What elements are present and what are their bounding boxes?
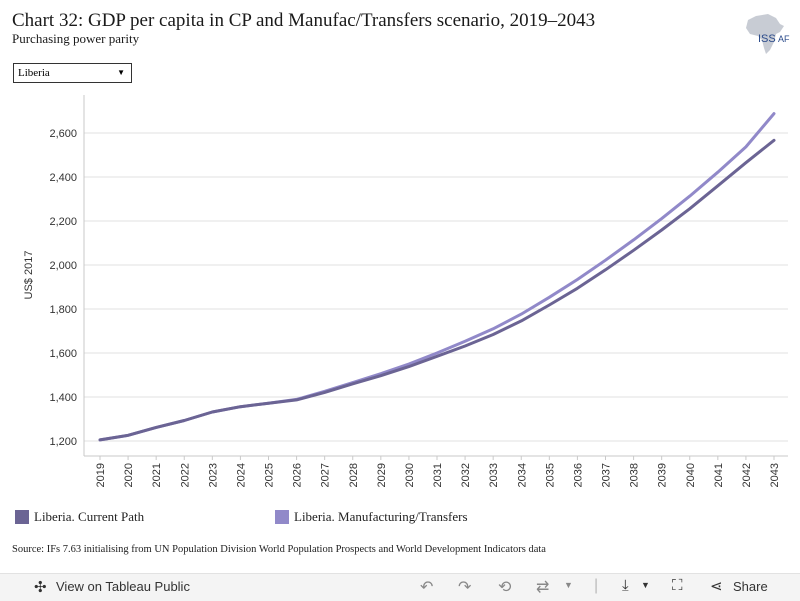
- x-tick-label: 2021: [151, 463, 163, 487]
- y-axis-label: US$ 2017: [23, 251, 35, 300]
- legend-swatch-current-path: [15, 510, 29, 524]
- x-tick-label: 2042: [741, 463, 753, 487]
- tableau-toolbar: ✣ View on Tableau Public ↶ ↷ ⟲ ⇄ ▼ | ⤓ ▼…: [0, 573, 800, 601]
- series-line-current-path[interactable]: [98, 138, 776, 442]
- y-tick-labels: 1,200 1,400 1,600 1,800 2,000 2,200 2,400 2,600: [49, 128, 77, 448]
- x-tick-label: 2019: [95, 463, 107, 487]
- x-tick-label: 2026: [292, 463, 304, 487]
- x-tick-label: 2036: [572, 463, 584, 487]
- download-icon[interactable]: ⤓: [622, 577, 629, 594]
- y-tick-label: 1,600: [49, 348, 77, 360]
- x-tick-label: 2041: [713, 463, 725, 487]
- view-on-tableau-link[interactable]: View on Tableau Public: [56, 579, 190, 594]
- redo-icon[interactable]: ↷: [458, 579, 472, 596]
- x-tick-label: 2028: [348, 463, 360, 487]
- y-tick-label: 2,600: [49, 128, 77, 140]
- x-tick-label: 2039: [657, 463, 669, 487]
- x-tick-label: 2025: [264, 463, 276, 487]
- y-tick-label: 1,200: [49, 436, 77, 448]
- y-tick-label: 1,800: [49, 304, 77, 316]
- revert-icon[interactable]: ⟲: [498, 579, 512, 596]
- refresh-dropdown-chevron-icon[interactable]: ▼: [564, 580, 573, 590]
- x-tick-label: 2020: [123, 463, 135, 487]
- x-tick-label: 2033: [488, 463, 500, 487]
- chart-title: Chart 32: GDP per capita in CP and Manuf…: [12, 10, 596, 31]
- country-dropdown[interactable]: Liberia ▼: [13, 63, 132, 83]
- x-tick-label: 2037: [601, 463, 613, 487]
- legend-label-manufacturing-transfers: Liberia. Manufacturing/Transfers: [294, 509, 468, 524]
- iss-africa-logo: ISS AF: [740, 12, 792, 56]
- x-tick-label: 2035: [544, 463, 556, 487]
- x-tick-label: 2022: [179, 463, 191, 487]
- x-tick-label: 2029: [376, 463, 388, 487]
- x-tick-label: 2038: [629, 463, 641, 487]
- x-tick-label: 2030: [404, 463, 416, 487]
- chart-subtitle: Purchasing power parity: [12, 31, 140, 46]
- logo-text-iss: ISS: [758, 33, 776, 45]
- series-lines: [98, 112, 776, 442]
- x-tick-label: 2031: [432, 463, 444, 487]
- y-tick-label: 2,400: [49, 172, 77, 184]
- x-tick-label: 2027: [320, 463, 332, 487]
- gridlines: [84, 132, 788, 442]
- x-tick-label: 2040: [685, 463, 697, 487]
- y-tick-label: 2,000: [49, 260, 77, 272]
- download-dropdown-chevron-icon[interactable]: ▼: [641, 580, 650, 590]
- line-chart: 1,200 1,400 1,600 1,800 2,000 2,200 2,400 2,600…: [23, 95, 788, 487]
- country-dropdown-value: Liberia: [18, 67, 50, 79]
- dropdown-arrow-icon: ▼: [117, 68, 125, 77]
- x-tick-label: 2023: [207, 463, 219, 487]
- logo-text-af: AF: [778, 34, 790, 44]
- x-tick-label: 2032: [460, 463, 472, 487]
- x-tick-labels: 2019 2020 2021 2022 2023 2024 2025 2026 2027 2028…: [95, 456, 781, 487]
- legend-label-current-path: Liberia. Current Path: [34, 509, 145, 524]
- y-tick-label: 2,200: [49, 216, 77, 228]
- y-tick-label: 1,400: [49, 392, 77, 404]
- refresh-icon[interactable]: ⇄: [536, 579, 550, 596]
- legend-swatch-manufacturing-transfers: [275, 510, 289, 524]
- x-tick-label: 2034: [516, 463, 528, 487]
- x-tick-label: 2043: [769, 463, 781, 487]
- toolbar-divider: |: [594, 577, 599, 594]
- fullscreen-icon[interactable]: ⛶: [672, 577, 683, 594]
- tableau-logo-icon: ✣: [34, 579, 47, 596]
- x-tick-label: 2024: [235, 463, 247, 487]
- undo-icon[interactable]: ↶: [420, 579, 434, 596]
- share-icon[interactable]: ⋖: [710, 578, 723, 595]
- share-button[interactable]: Share: [733, 579, 768, 594]
- source-note: Source: IFs 7.63 initialising from UN Po…: [12, 544, 546, 555]
- series-line-manufacturing-transfers[interactable]: [98, 112, 776, 442]
